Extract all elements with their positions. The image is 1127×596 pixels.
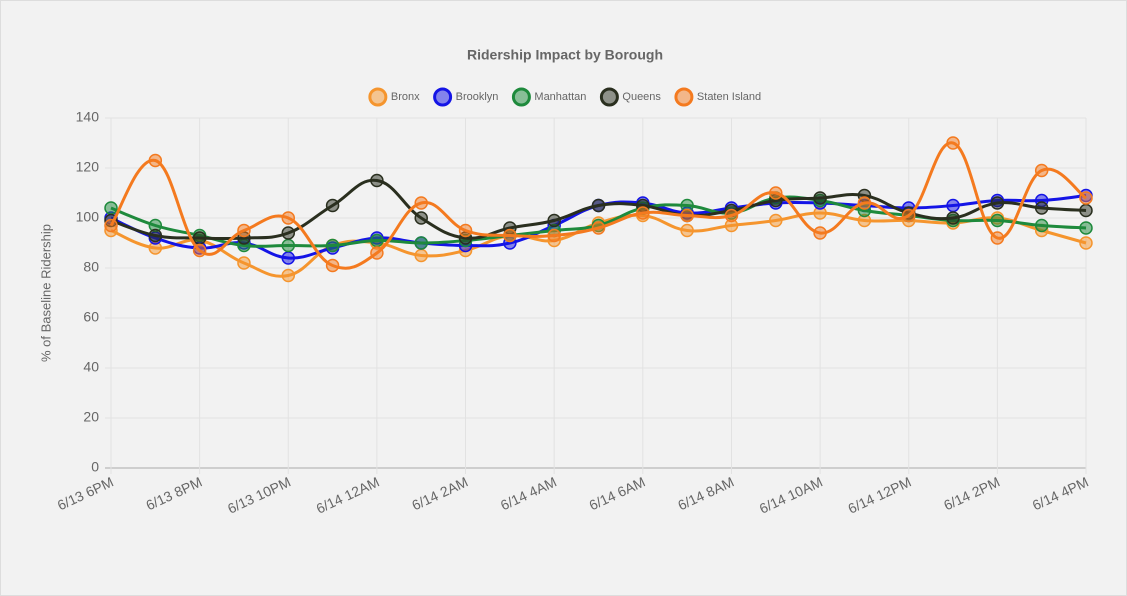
data-point: [237, 256, 251, 270]
data-point: [591, 198, 606, 213]
legend: Bronx Brooklyn Manhattan Queens Staten Islan…: [368, 87, 761, 107]
data-point: [281, 238, 296, 253]
data-point: [281, 251, 296, 265]
data-point: [237, 223, 251, 238]
data-point: [370, 246, 384, 260]
data-point: [990, 231, 1005, 245]
data-point: [414, 196, 428, 210]
data-point: [1034, 201, 1049, 215]
data-point: [547, 228, 561, 243]
data-point: [414, 236, 428, 250]
data-point: [192, 231, 207, 245]
y-tick-label: 80: [83, 259, 99, 275]
data-point: [503, 228, 517, 243]
data-point: [1034, 218, 1049, 233]
y-tick-label: 60: [83, 309, 99, 325]
data-point: [636, 206, 650, 220]
data-point: [192, 243, 207, 258]
data-point: [281, 211, 296, 225]
data-point: [370, 233, 384, 248]
data-point: [148, 153, 163, 168]
data-point: [1079, 191, 1093, 205]
y-axis-label: % of Baseline Ridership: [38, 224, 53, 362]
data-point: [724, 208, 739, 223]
data-point: [946, 211, 960, 225]
data-point: [325, 198, 340, 213]
data-point: [1079, 221, 1093, 235]
data-point: [1079, 203, 1093, 218]
y-tick-label: 0: [91, 459, 99, 475]
data-point: [990, 213, 1005, 228]
data-point: [813, 226, 827, 240]
data-point: [680, 223, 694, 238]
series-line: [109, 141, 1087, 270]
data-point: [370, 173, 384, 188]
data-point: [325, 258, 340, 273]
data-point: [591, 221, 606, 235]
data-point: [1034, 163, 1049, 178]
data-point: [1079, 236, 1093, 250]
data-point: [946, 136, 960, 150]
y-tick-label: 120: [76, 159, 100, 175]
data-point: [414, 248, 428, 263]
legend-swatch: [599, 87, 619, 107]
data-point: [857, 196, 872, 210]
legend-swatch: [674, 87, 694, 107]
data-point: [769, 186, 783, 200]
y-tick-label: 140: [76, 109, 100, 125]
legend-label: Manhattan: [534, 91, 586, 103]
legend-swatch: [368, 87, 388, 107]
data-point: [281, 268, 296, 283]
legend-swatch: [433, 87, 453, 107]
data-point: [769, 213, 783, 228]
legend-label: Queens: [622, 91, 661, 103]
legend-swatch: [511, 87, 531, 107]
data-point: [148, 228, 163, 243]
data-point: [946, 198, 960, 213]
legend-label: Staten Island: [697, 91, 761, 103]
data-point: [680, 208, 694, 223]
legend-label: Bronx: [391, 91, 420, 103]
y-tick-label: 40: [83, 359, 99, 375]
chart-title: Ridership Impact by Borough: [467, 47, 663, 63]
data-point: [901, 208, 916, 223]
legend-label: Brooklyn: [456, 91, 499, 103]
data-point: [414, 211, 428, 225]
data-point: [547, 213, 561, 228]
data-point: [990, 196, 1005, 210]
data-point: [813, 191, 827, 205]
y-tick-label: 100: [76, 209, 100, 225]
data-point: [458, 223, 473, 238]
data-point: [104, 218, 118, 233]
data-point: [104, 201, 118, 215]
data-point: [325, 238, 340, 253]
y-tick-label: 20: [83, 409, 99, 425]
data-point: [281, 226, 296, 240]
